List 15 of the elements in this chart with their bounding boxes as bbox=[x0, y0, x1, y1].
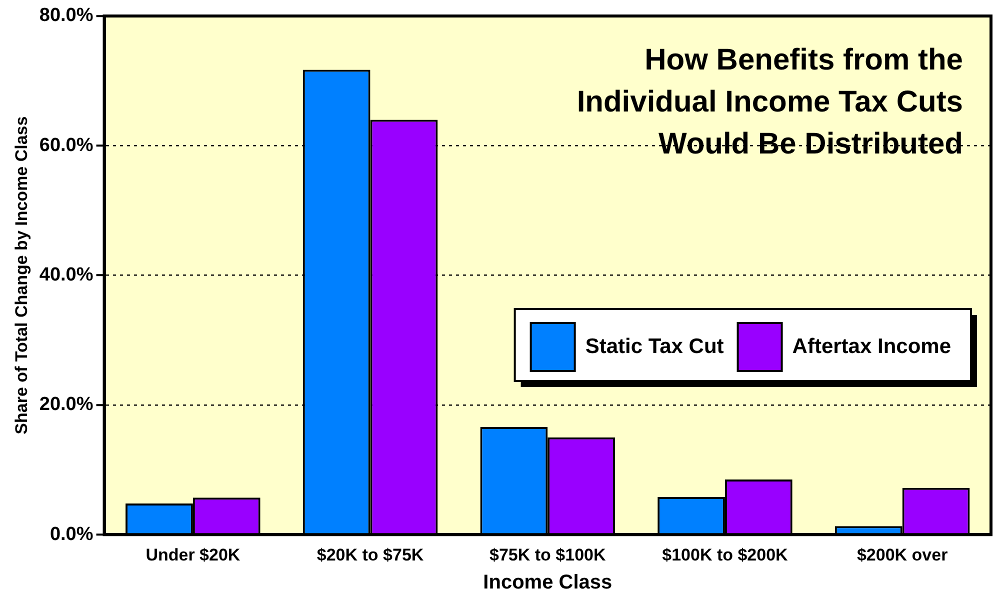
y-tick-label: 0.0% bbox=[50, 524, 94, 545]
y-axis-title: Share of Total Change by Income Class bbox=[12, 116, 31, 434]
y-tick-label: 20.0% bbox=[39, 394, 94, 416]
x-tick-label: $75K to $100K bbox=[490, 545, 606, 564]
y-tick-label: 60.0% bbox=[39, 134, 94, 156]
x-tick-label: $100K to $200K bbox=[662, 545, 789, 564]
text: How Benefits from the Individual Income Tax Cuts Would Be Distributed bbox=[576, 43, 963, 160]
x-axis-title: Income Class bbox=[483, 572, 612, 594]
y-tick-label: 80.0% bbox=[39, 5, 94, 26]
x-tick-label: $20K to $75K bbox=[316, 545, 424, 564]
legend-label: Aftertax Income bbox=[792, 334, 952, 358]
x-tick-label: $200K over bbox=[856, 545, 948, 564]
legend-label: Static Tax Cut bbox=[585, 334, 724, 358]
x-tick-label: Under $20K bbox=[146, 545, 241, 564]
y-tick-label: 40.0% bbox=[39, 264, 94, 286]
